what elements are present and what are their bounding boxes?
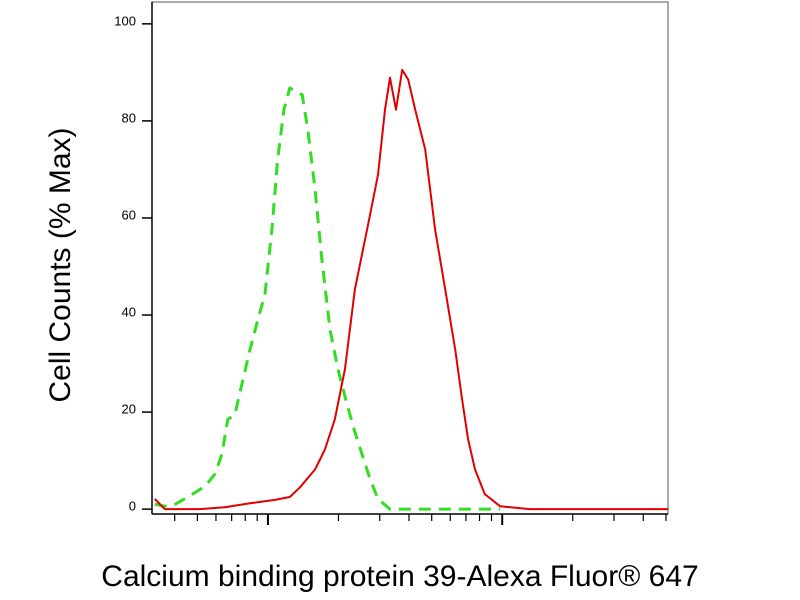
series-line [154,68,668,511]
y-tick-label: 0 [129,499,136,514]
y-tick-label: 40 [122,304,136,319]
y-tick-label: 100 [114,13,136,28]
x-axis-label: Calcium binding protein 39-Alexa Fluor® … [101,560,698,593]
plot-frame [151,1,669,515]
y-axis-label: Cell Counts (% Max) [44,127,77,402]
y-tick-label: 60 [122,207,136,222]
y-tick-label: 80 [122,110,136,125]
series-line [154,86,501,511]
y-tick-label: 20 [122,402,136,417]
